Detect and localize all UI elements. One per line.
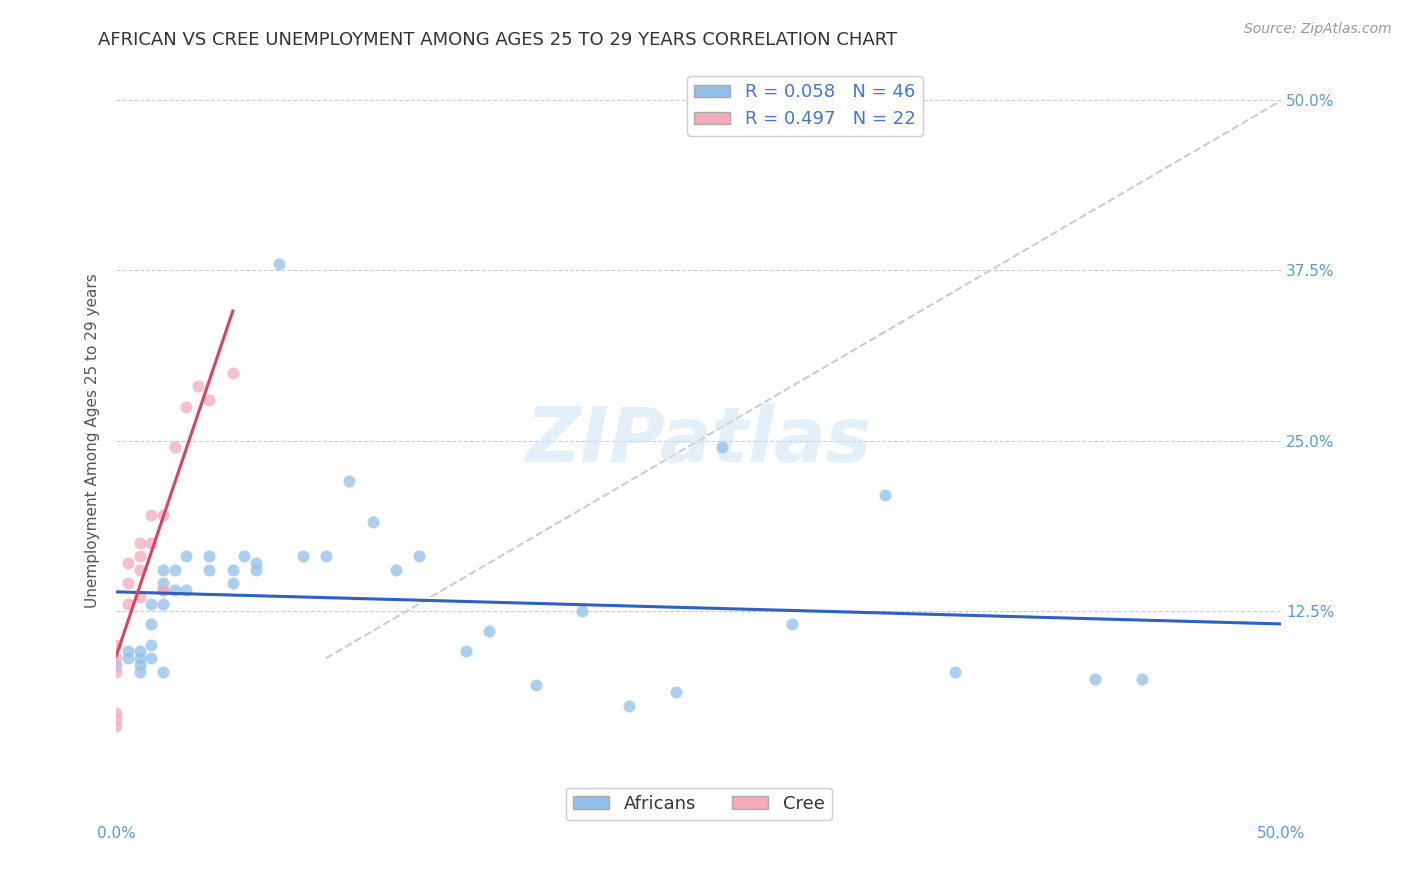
Point <box>664 685 686 699</box>
Point <box>105 665 128 679</box>
Point <box>198 549 221 564</box>
Point <box>117 597 139 611</box>
Point <box>478 624 501 638</box>
Point <box>875 488 897 502</box>
Point <box>128 665 150 679</box>
Point <box>163 440 186 454</box>
Point <box>222 563 245 577</box>
Point <box>141 617 163 632</box>
Point <box>141 535 163 549</box>
Point <box>128 563 150 577</box>
Point <box>117 576 139 591</box>
Point <box>571 604 593 618</box>
Point <box>617 698 640 713</box>
Point <box>152 563 174 577</box>
Point <box>187 379 209 393</box>
Point <box>174 400 197 414</box>
Point <box>105 719 128 733</box>
Point <box>711 440 734 454</box>
Point <box>780 617 803 632</box>
Point <box>105 713 128 727</box>
Point <box>105 658 128 673</box>
Point <box>245 563 267 577</box>
Point <box>233 549 256 564</box>
Point <box>269 257 291 271</box>
Legend: Africans, Cree: Africans, Cree <box>565 788 832 820</box>
Point <box>198 392 221 407</box>
Point <box>1084 672 1107 686</box>
Point <box>141 651 163 665</box>
Point <box>117 556 139 570</box>
Point <box>174 583 197 598</box>
Point <box>524 678 547 692</box>
Point <box>152 508 174 523</box>
Point <box>128 658 150 673</box>
Point <box>152 665 174 679</box>
Point <box>315 549 337 564</box>
Point <box>385 563 408 577</box>
Point <box>222 576 245 591</box>
Point <box>141 508 163 523</box>
Point <box>128 590 150 604</box>
Point <box>152 597 174 611</box>
Point <box>454 644 477 658</box>
Point <box>128 535 150 549</box>
Point <box>222 366 245 380</box>
Point <box>152 576 174 591</box>
Point <box>117 644 139 658</box>
Text: ZIPatlas: ZIPatlas <box>526 403 872 477</box>
Point <box>152 583 174 598</box>
Point <box>117 651 139 665</box>
Point <box>105 706 128 720</box>
Point <box>128 644 150 658</box>
Point <box>105 638 128 652</box>
Point <box>174 549 197 564</box>
Point <box>128 549 150 564</box>
Point <box>943 665 966 679</box>
Point <box>128 651 150 665</box>
Point <box>198 563 221 577</box>
Point <box>361 515 384 529</box>
Point <box>141 638 163 652</box>
Point <box>1130 672 1153 686</box>
Y-axis label: Unemployment Among Ages 25 to 29 years: Unemployment Among Ages 25 to 29 years <box>86 273 100 608</box>
Point <box>105 651 128 665</box>
Text: Source: ZipAtlas.com: Source: ZipAtlas.com <box>1244 22 1392 37</box>
Point <box>163 583 186 598</box>
Point <box>152 583 174 598</box>
Point <box>408 549 430 564</box>
Text: AFRICAN VS CREE UNEMPLOYMENT AMONG AGES 25 TO 29 YEARS CORRELATION CHART: AFRICAN VS CREE UNEMPLOYMENT AMONG AGES … <box>98 31 897 49</box>
Point <box>245 556 267 570</box>
Point <box>291 549 314 564</box>
Point <box>141 597 163 611</box>
Point <box>163 563 186 577</box>
Point <box>337 475 360 489</box>
